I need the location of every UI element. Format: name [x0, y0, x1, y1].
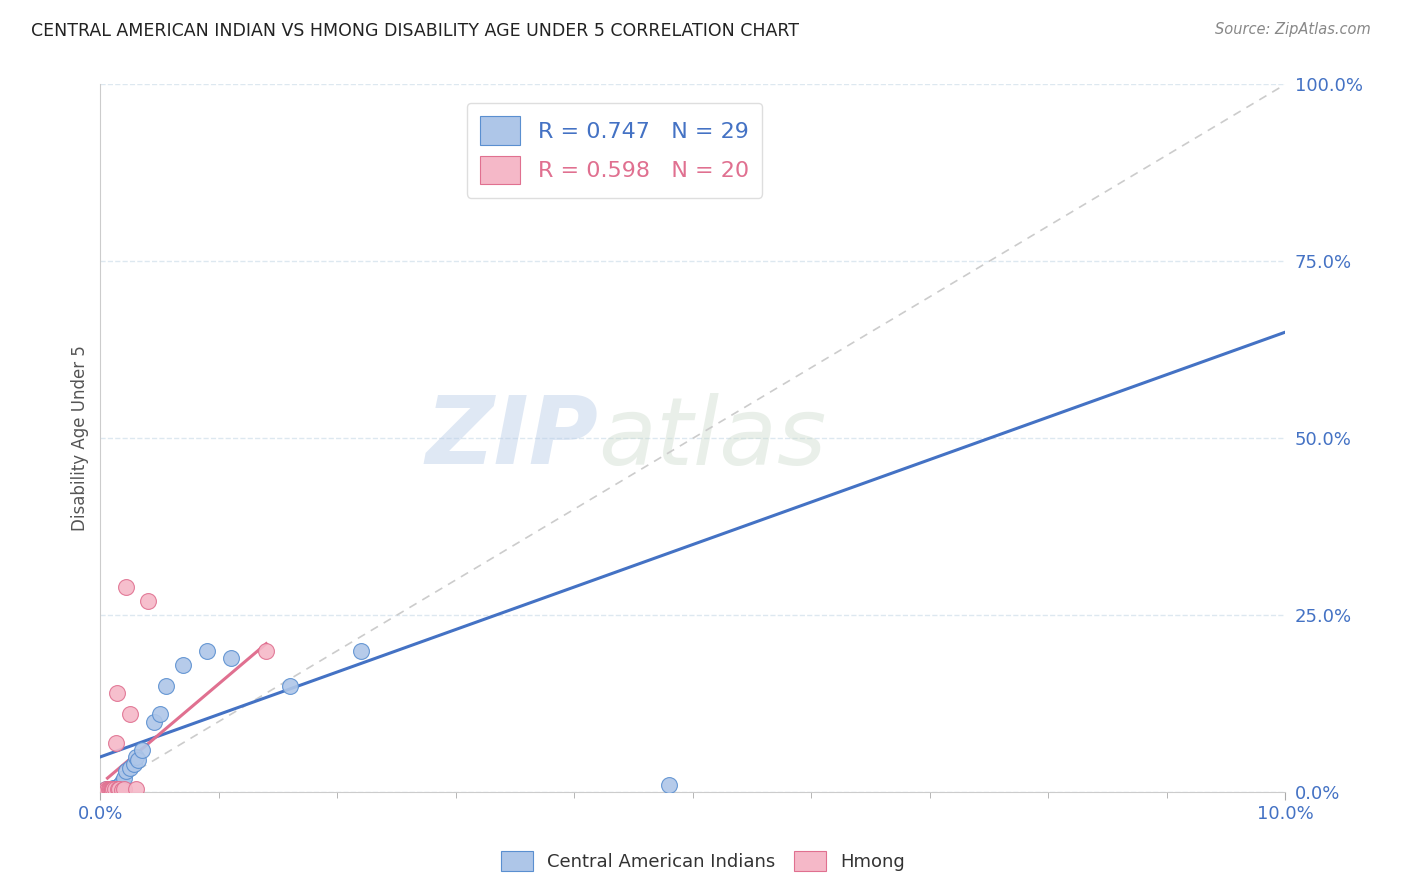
Point	[115, 580, 138, 594]
Point	[350, 644, 373, 658]
Point	[107, 780, 129, 794]
Point	[103, 781, 125, 796]
Point	[195, 644, 218, 658]
Point	[104, 736, 127, 750]
Point	[101, 783, 124, 797]
Point	[172, 657, 194, 672]
Point	[110, 778, 132, 792]
Point	[118, 707, 141, 722]
Point	[105, 780, 128, 795]
Point	[108, 782, 131, 797]
Point	[97, 781, 120, 796]
Point	[125, 781, 148, 796]
Point	[111, 783, 134, 797]
Legend: R = 0.747   N = 29, R = 0.598   N = 20: R = 0.747 N = 29, R = 0.598 N = 20	[467, 103, 762, 197]
Point	[96, 783, 118, 797]
Point	[155, 679, 177, 693]
Text: ZIP: ZIP	[425, 392, 598, 484]
Y-axis label: Disability Age Under 5: Disability Age Under 5	[72, 345, 89, 532]
Point	[111, 774, 134, 789]
Point	[96, 781, 118, 796]
Point	[108, 779, 131, 793]
Point	[107, 781, 129, 796]
Point	[98, 781, 121, 796]
Point	[98, 783, 121, 797]
Point	[136, 594, 159, 608]
Point	[254, 644, 277, 658]
Legend: Central American Indians, Hmong: Central American Indians, Hmong	[494, 844, 912, 879]
Point	[278, 679, 301, 693]
Point	[122, 756, 145, 771]
Point	[112, 771, 135, 785]
Point	[658, 778, 681, 792]
Point	[103, 780, 125, 795]
Point	[101, 781, 124, 796]
Point	[118, 760, 141, 774]
Point	[131, 743, 153, 757]
Point	[142, 714, 165, 729]
Point	[103, 782, 125, 797]
Point	[97, 782, 120, 797]
Point	[104, 781, 127, 796]
Point	[219, 650, 242, 665]
Point	[103, 782, 125, 797]
Point	[100, 782, 122, 797]
Point	[127, 754, 149, 768]
Text: CENTRAL AMERICAN INDIAN VS HMONG DISABILITY AGE UNDER 5 CORRELATION CHART: CENTRAL AMERICAN INDIAN VS HMONG DISABIL…	[31, 22, 799, 40]
Point	[101, 781, 124, 796]
Point	[149, 707, 172, 722]
Text: Source: ZipAtlas.com: Source: ZipAtlas.com	[1215, 22, 1371, 37]
Point	[112, 781, 135, 796]
Point	[100, 782, 122, 797]
Text: atlas: atlas	[598, 392, 827, 483]
Point	[125, 750, 148, 764]
Point	[105, 686, 128, 700]
Point	[115, 764, 138, 778]
Point	[96, 781, 118, 796]
